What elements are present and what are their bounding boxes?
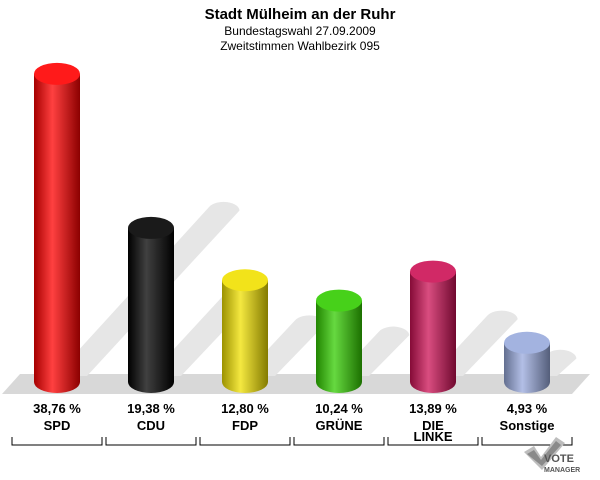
category-label: FDP xyxy=(232,418,258,433)
bar-body xyxy=(316,300,362,393)
bar-spd xyxy=(34,62,80,393)
category-bracket xyxy=(105,437,197,446)
bar-top xyxy=(222,269,268,292)
category-label: SPD xyxy=(44,418,71,433)
bar-top xyxy=(410,260,456,283)
chart-title: Stadt Mülheim an der Ruhr xyxy=(205,6,396,23)
value-label: 19,38 % xyxy=(127,401,175,416)
category-label: CDU xyxy=(137,418,165,433)
bar-top xyxy=(316,289,362,312)
bar-body xyxy=(34,73,80,393)
category-bracket xyxy=(293,437,385,446)
logo-line-2: MANAGER xyxy=(544,467,580,474)
bar-top xyxy=(34,62,80,85)
bars xyxy=(34,62,550,393)
category-label: Sonstige xyxy=(500,418,555,433)
vote-manager-logo: VOTE MANAGER xyxy=(524,437,580,474)
value-label: 10,24 % xyxy=(315,401,363,416)
bar-sonstige xyxy=(504,331,550,393)
chart-floor xyxy=(2,374,590,394)
bar-body xyxy=(504,342,550,393)
chart-subtitle-district: Zweitstimmen Wahlbezirk 095 xyxy=(220,39,380,53)
chart-subtitle-date: Bundestagswahl 27.09.2009 xyxy=(224,24,376,38)
value-label: 4,93 % xyxy=(507,401,548,416)
checkmark-icon xyxy=(524,437,565,470)
bar-cdu xyxy=(128,216,174,393)
category-bracket xyxy=(199,437,291,446)
labels: 38,76 % SPD 19,38 % CDU 12,80 % FDP 10,24 % GRÜ… xyxy=(11,401,573,446)
category-label: LINKE xyxy=(414,429,453,444)
value-label: 12,80 % xyxy=(221,401,269,416)
value-label: 38,76 % xyxy=(33,401,81,416)
bar-body xyxy=(222,280,268,393)
value-label: 13,89 % xyxy=(409,401,457,416)
category-bracket xyxy=(481,437,573,446)
bar-body xyxy=(128,227,174,393)
category-bracket xyxy=(387,437,479,446)
logo-line-1: VOTE xyxy=(544,453,574,465)
bar-fdp xyxy=(222,269,268,393)
category-label: DIE xyxy=(422,418,444,433)
bar-top xyxy=(504,331,550,354)
category-label: GRÜNE xyxy=(316,418,363,433)
category-bracket xyxy=(11,437,103,446)
bar-die-linke xyxy=(410,260,456,393)
bar-top xyxy=(128,216,174,239)
bar-body xyxy=(410,271,456,393)
bar-grüne xyxy=(316,289,362,393)
